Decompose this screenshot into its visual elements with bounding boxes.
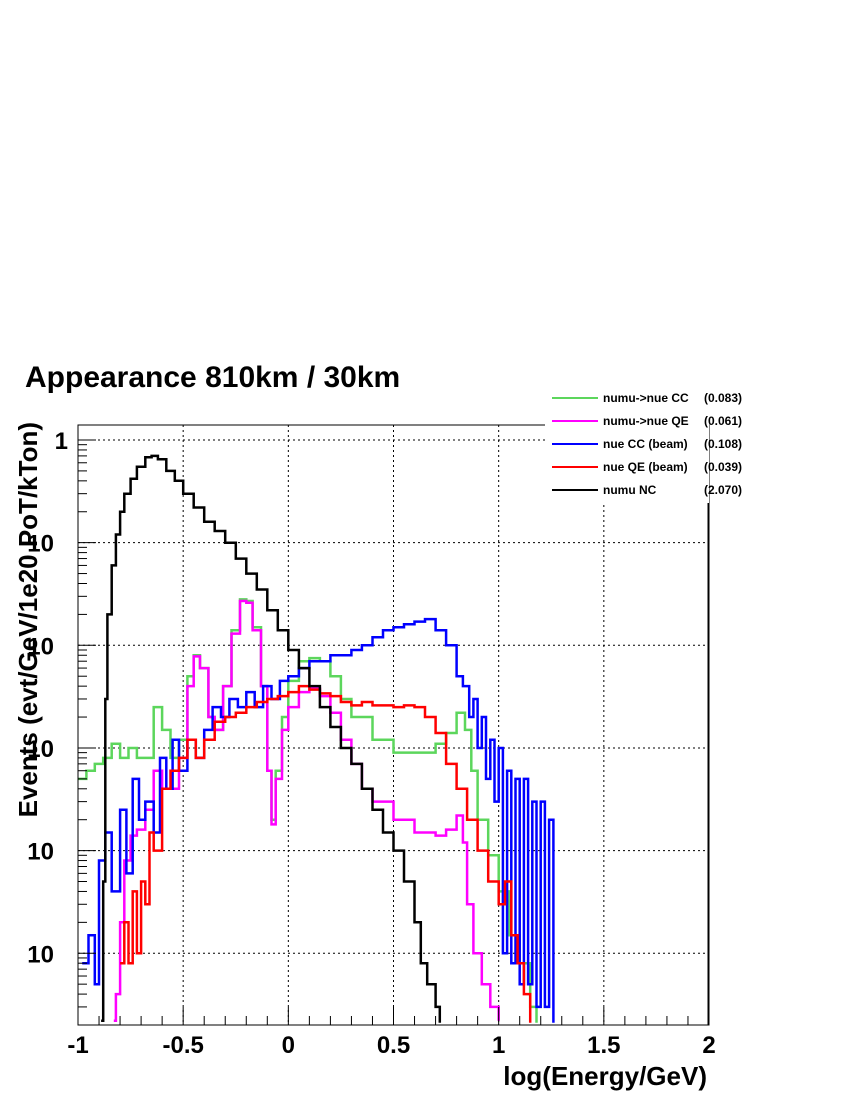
y-tick-base: 10 [27, 839, 54, 866]
y-tick-label: 10 [27, 839, 54, 866]
y-tick-label: 10 [27, 531, 54, 558]
chart-title: Appearance 810km / 30km [25, 361, 400, 394]
x-tick-label: 0.5 [377, 1032, 410, 1059]
series-layer [78, 454, 555, 1023]
x-tick-label: 1 [492, 1032, 505, 1059]
legend-value: (0.039) [704, 460, 742, 474]
x-tick-label: -1 [67, 1032, 88, 1059]
y-tick-label: 10 [27, 633, 54, 660]
y-tick-base: 10 [27, 941, 54, 968]
legend-label: nue QE (beam) [603, 460, 688, 474]
y-tick-label: 1 [55, 428, 68, 455]
y-tick-base: 10 [27, 633, 54, 660]
legend-label: numu->nue QE [603, 414, 689, 428]
x-axis-label: log(Energy/GeV) [503, 1061, 707, 1091]
y-tick-base: 10 [27, 531, 54, 558]
y-axis-label: Events (evt/GeV/1e20 PoT/kTon) [13, 422, 43, 817]
legend-value: (0.061) [704, 414, 742, 428]
legend-value: (0.083) [704, 391, 742, 405]
y-tick-label: 10 [27, 941, 54, 968]
x-tick-label: 2 [702, 1032, 715, 1059]
y-tick-base: 10 [27, 736, 54, 763]
legend-value: (2.070) [704, 483, 742, 497]
legend-value: (0.108) [704, 437, 742, 451]
legend-label: numu->nue CC [603, 391, 689, 405]
axis-ticks [77, 439, 710, 1026]
x-tick-label: 0 [282, 1032, 295, 1059]
legend: numu->nue CC (0.083) numu->nue QE (0.061) nu… [545, 385, 742, 1025]
x-tick-label: 1.5 [587, 1032, 620, 1059]
x-tick-labels: -1 -0.5 0 0.5 1 1.5 2 [67, 1032, 715, 1059]
legend-label: nue CC (beam) [603, 437, 688, 451]
legend-label: numu NC [603, 483, 657, 497]
y-tick-label: 10 [27, 736, 54, 763]
series-line-3 [120, 684, 532, 1023]
x-tick-label: -0.5 [162, 1032, 203, 1059]
y-tick-labels: 10-510-410-310-210-11 [27, 428, 68, 968]
series-line-4 [101, 454, 442, 1023]
series-line-2 [82, 617, 555, 1023]
